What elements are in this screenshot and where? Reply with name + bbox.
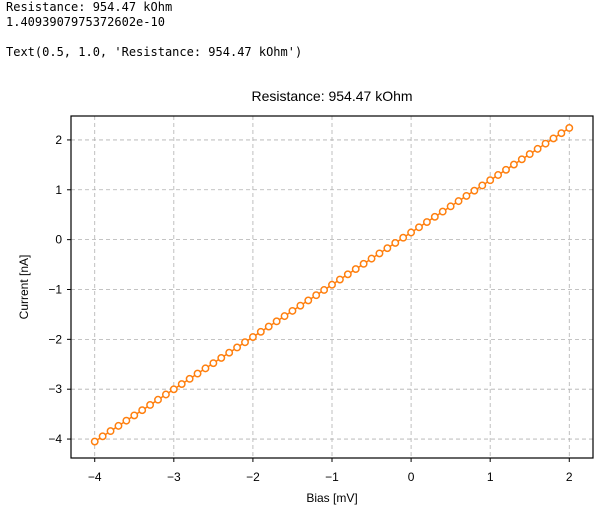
data-point [565, 124, 574, 132]
data-point [122, 416, 131, 425]
data-point [383, 244, 392, 253]
data-point [90, 437, 99, 446]
x-tick-label: 1 [487, 470, 494, 484]
data-point [454, 197, 463, 206]
data-point [438, 207, 447, 216]
data-point [146, 401, 155, 409]
data-point [138, 406, 147, 415]
data-point [169, 385, 178, 394]
data-point [177, 380, 186, 389]
chart-title: Resistance: 954.47 kOhm [251, 88, 412, 104]
data-point [399, 233, 408, 242]
data-point [328, 280, 336, 289]
x-tick-label: −2 [246, 470, 260, 484]
data-point [391, 238, 400, 247]
y-tick-label: −2 [48, 332, 62, 346]
data-point [446, 202, 455, 211]
data-point [193, 369, 202, 378]
y-axis-label: Current [nA] [17, 255, 31, 320]
data-point [509, 160, 518, 169]
y-tick-label: 1 [55, 183, 62, 197]
data-point [272, 317, 281, 326]
data-point [517, 155, 526, 164]
data-point [422, 218, 431, 226]
data-point [106, 427, 115, 436]
y-tick-label: −3 [48, 382, 62, 396]
data-point [343, 270, 352, 279]
data-point [130, 411, 139, 420]
y-tick-label: 2 [55, 133, 62, 147]
data-point [288, 306, 297, 315]
data-point [248, 333, 257, 341]
y-tick-label: −1 [48, 282, 62, 296]
data-point [296, 301, 305, 310]
data-point [533, 144, 542, 153]
data-point [351, 265, 360, 274]
data-point [161, 390, 170, 399]
data-point [233, 343, 242, 352]
x-ticks: −4 −3 −2 −1 0 1 2 [88, 458, 573, 484]
data-point [486, 176, 495, 185]
data-point [225, 348, 234, 357]
data-point [335, 275, 344, 284]
data-point [541, 139, 550, 148]
x-tick-label: 2 [566, 470, 573, 484]
data-point [502, 165, 510, 174]
data-point [185, 374, 194, 383]
data-point [312, 291, 321, 300]
data-point [114, 421, 123, 430]
data-point [201, 364, 210, 373]
data-point [217, 353, 226, 362]
data-point [470, 186, 479, 195]
data-point [98, 432, 107, 441]
output-line-value: 1.4093907975372602e-10 [6, 15, 165, 29]
data-point [478, 181, 487, 190]
data-point [241, 338, 249, 347]
y-tick-label: −4 [48, 432, 62, 446]
data-point [280, 312, 289, 321]
data-point [320, 286, 329, 294]
data-point [359, 259, 368, 268]
data-point [264, 322, 273, 331]
data-point [494, 171, 503, 179]
x-tick-label: −4 [88, 470, 102, 484]
x-axis-label: Bias [mV] [306, 491, 357, 505]
data-point [415, 223, 423, 232]
data-point [367, 254, 376, 263]
x-tick-label: 0 [408, 470, 415, 484]
y-ticks: −4 −3 −2 −1 0 1 2 [48, 133, 71, 446]
data-point [209, 359, 218, 368]
data-point [462, 191, 471, 200]
data-point [154, 395, 162, 404]
data-point [430, 212, 439, 221]
x-tick-label: −1 [325, 470, 339, 484]
data-point [375, 249, 384, 258]
output-line-text-object: Text(0.5, 1.0, 'Resistance: 954.47 kOhm'… [6, 45, 303, 59]
data-point [525, 150, 534, 159]
data-point [407, 228, 416, 237]
x-tick-label: −3 [167, 470, 181, 484]
data-point [304, 296, 313, 305]
data-point [256, 327, 265, 336]
data-point [557, 129, 566, 138]
series-line [90, 124, 574, 446]
y-tick-label: 0 [55, 233, 62, 247]
data-point [549, 134, 558, 143]
output-line-resistance: Resistance: 954.47 kOhm [6, 0, 173, 14]
